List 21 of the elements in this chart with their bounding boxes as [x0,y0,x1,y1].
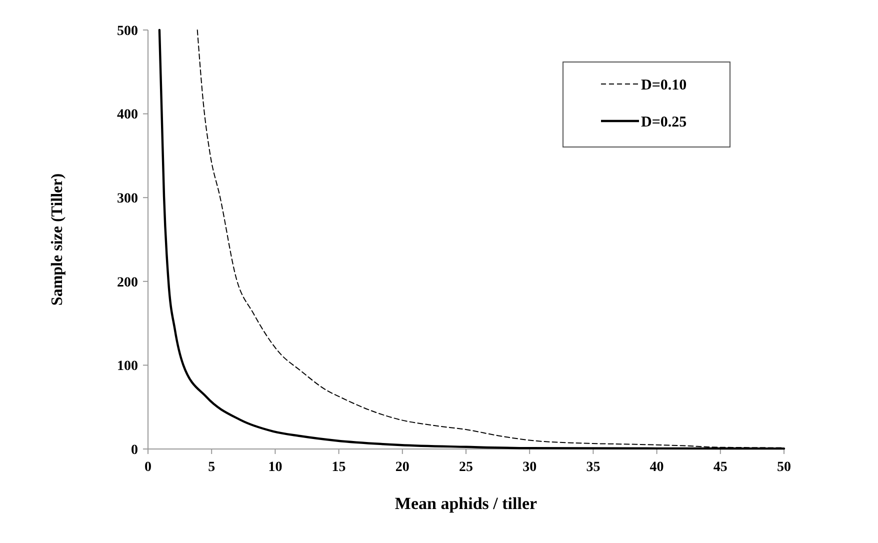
y-tick-label: 100 [117,359,138,374]
y-tick-label: 200 [117,275,138,290]
y-tick-label: 0 [131,442,138,458]
legend-label: D=0.25 [641,114,687,130]
x-tick-label: 5 [208,460,216,475]
x-axis-title: Mean aphids / tiller [394,494,538,513]
legend-label: D=0.10 [641,77,687,94]
y-tick-label: 400 [117,108,138,123]
x-tick-label: 30 [522,460,537,475]
x-tick-label: 15 [332,460,346,475]
x-tick-label: 10 [268,460,282,475]
y-tick-label: 500 [117,24,138,39]
x-tick-label: 25 [459,460,473,475]
x-tick-label: 35 [586,460,600,475]
x-tick-label: 45 [713,460,728,475]
x-tick-label: 50 [777,460,791,475]
y-tick-label: 300 [117,192,138,206]
x-tick-label: 40 [650,460,664,475]
x-tick-label: 0 [144,460,152,475]
x-tick-label: 20 [395,460,410,475]
y-axis-title: Sample size (Tiller) [49,173,66,306]
